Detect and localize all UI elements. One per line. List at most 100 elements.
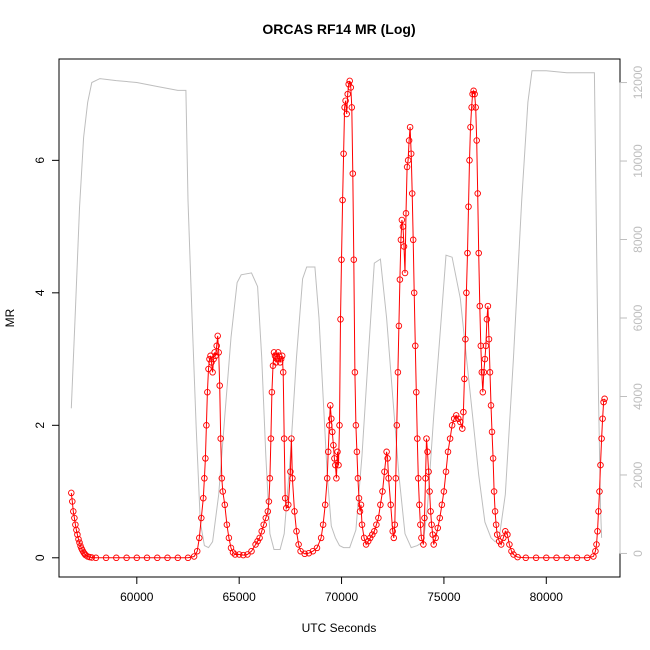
x-tick-label: 80000 xyxy=(530,590,564,604)
x-tick-label: 65000 xyxy=(222,590,256,604)
mr-point xyxy=(218,475,226,482)
mr-point xyxy=(599,415,606,422)
mr-point xyxy=(460,408,467,416)
mr-point xyxy=(341,104,348,111)
mr-point xyxy=(597,461,604,469)
mr-point xyxy=(415,475,422,482)
mr-point xyxy=(396,276,404,283)
mr-point xyxy=(479,388,487,396)
mr-point xyxy=(143,554,151,562)
mr-point xyxy=(353,448,361,456)
mr-point xyxy=(459,425,466,432)
mr-point xyxy=(268,388,276,396)
mr-point xyxy=(477,342,485,350)
mr-point xyxy=(358,521,366,528)
mr-point xyxy=(573,554,581,562)
mr-point xyxy=(469,90,476,98)
mr-point xyxy=(266,475,274,482)
mr-point xyxy=(252,541,259,548)
mr-point xyxy=(223,521,231,528)
y2-tick-label: 12000 xyxy=(631,65,645,99)
mr-point xyxy=(601,395,608,403)
mr-point xyxy=(596,488,603,495)
y-tick-label: 2 xyxy=(33,422,47,429)
mr-point xyxy=(319,521,327,528)
mr-point xyxy=(69,498,76,505)
mr-point xyxy=(461,375,468,383)
mr-point xyxy=(244,551,251,558)
mr-point xyxy=(406,123,414,131)
mr-point xyxy=(265,498,273,505)
mr-point xyxy=(254,537,261,545)
mr-point xyxy=(434,524,442,532)
mr-point xyxy=(390,534,398,542)
mr-point xyxy=(409,236,417,244)
mr-point xyxy=(327,402,334,409)
mr-point xyxy=(484,302,492,310)
mr-point xyxy=(225,534,233,542)
mr-point xyxy=(347,84,355,91)
mr-point xyxy=(295,541,302,548)
mr-point xyxy=(428,521,435,528)
mr-point xyxy=(333,475,340,482)
mr-point xyxy=(414,435,421,442)
mr-point xyxy=(262,514,270,522)
mr-point xyxy=(402,210,410,217)
mr-point xyxy=(202,455,209,462)
mr-point xyxy=(211,349,218,356)
mr-point xyxy=(248,547,255,555)
mr-point xyxy=(457,418,464,426)
mr-point xyxy=(285,501,292,509)
mr-point xyxy=(480,369,488,376)
mr-point xyxy=(309,547,317,555)
mr-point xyxy=(313,544,321,552)
mr-point xyxy=(351,369,359,376)
x-tick-label: 70000 xyxy=(325,590,359,604)
mr-point xyxy=(450,415,458,422)
mr-point xyxy=(68,489,75,497)
mr-point xyxy=(336,422,343,429)
y2-tick-label: 6000 xyxy=(631,304,645,331)
mr-point xyxy=(360,534,368,542)
mr-point xyxy=(329,428,336,436)
x-tick-label: 75000 xyxy=(427,590,461,604)
mr-point xyxy=(487,402,495,409)
mr-point xyxy=(88,554,96,561)
mr-point xyxy=(324,448,332,456)
mr-point xyxy=(478,369,486,376)
mr-point xyxy=(331,455,338,462)
mr-point xyxy=(495,537,503,545)
mr-point xyxy=(468,104,475,111)
mr-point xyxy=(385,475,392,482)
x-tick-label: 60000 xyxy=(120,590,154,604)
mr-point xyxy=(184,554,192,562)
mr-point xyxy=(473,137,480,144)
x-axis-label: UTC Seconds xyxy=(302,621,377,635)
mr-point xyxy=(216,382,223,389)
mr-point xyxy=(264,508,272,515)
mr-point xyxy=(514,553,521,561)
mr-point xyxy=(391,521,399,528)
mr-point xyxy=(467,123,474,131)
mr-point xyxy=(366,534,374,542)
mr-point xyxy=(466,157,473,164)
mr-point xyxy=(485,335,493,343)
mr-point xyxy=(389,528,396,535)
mr-point xyxy=(280,435,288,442)
plot-frame xyxy=(58,58,621,578)
mr-point xyxy=(276,359,284,366)
mr-point xyxy=(506,541,513,548)
mr-point xyxy=(404,157,412,164)
y2-tick-label: 2000 xyxy=(631,461,645,488)
mr-point xyxy=(272,359,280,366)
mr-point xyxy=(475,249,482,257)
mr-point xyxy=(420,541,427,548)
mr-point xyxy=(422,475,429,482)
mr-point xyxy=(76,539,83,546)
mr-point xyxy=(291,508,298,515)
mr-point xyxy=(593,541,600,548)
mr-point xyxy=(426,488,433,495)
mr-point xyxy=(193,547,201,555)
y2-tick-label: 0 xyxy=(631,550,645,557)
mr-point xyxy=(203,422,210,429)
